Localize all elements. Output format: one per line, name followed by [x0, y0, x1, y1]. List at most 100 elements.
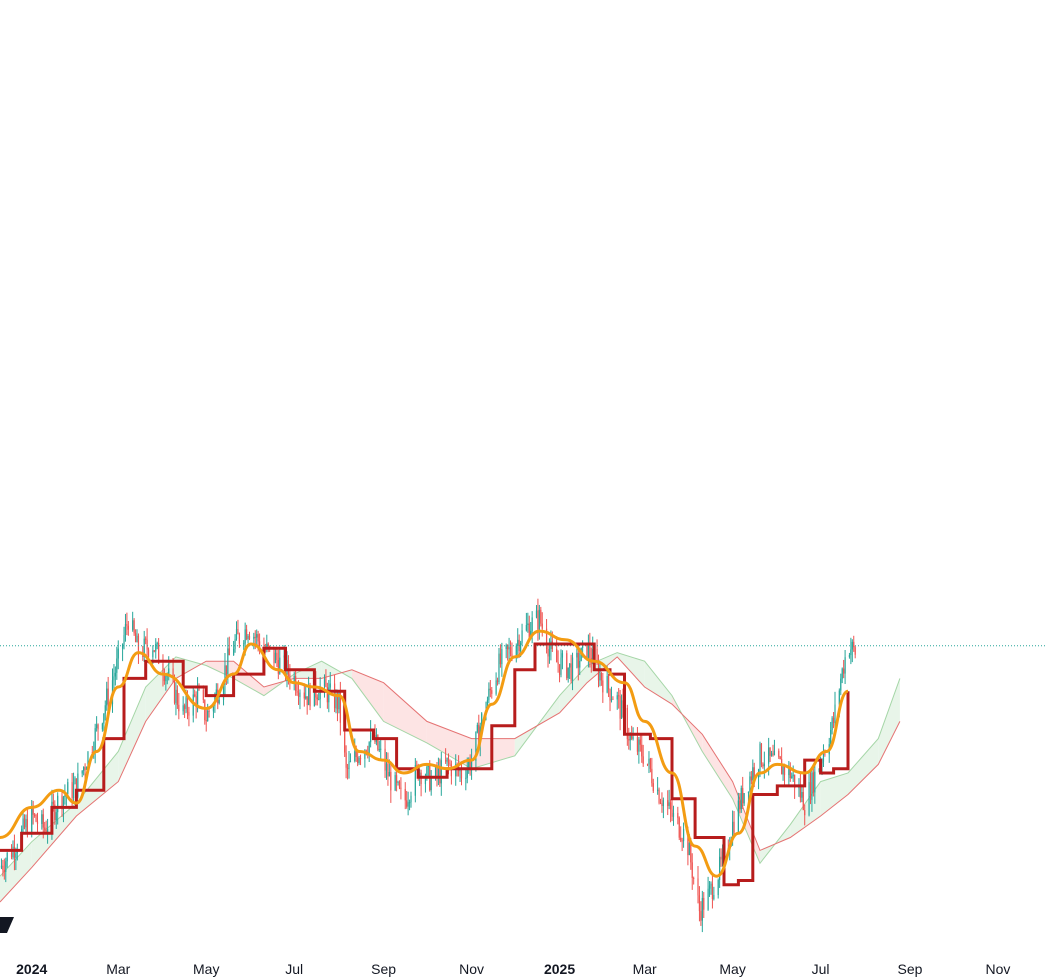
candle-body — [690, 842, 692, 863]
candle-body — [769, 747, 771, 756]
candle-body — [195, 696, 197, 707]
candle-body — [22, 818, 24, 830]
x-tick-label: Mar — [633, 961, 657, 977]
candle-body — [416, 765, 418, 767]
candle-body — [822, 753, 825, 762]
candle-body — [358, 758, 360, 763]
candle-body — [691, 862, 693, 878]
candle-body — [72, 783, 75, 799]
candle-body — [830, 729, 832, 745]
candle-body — [55, 812, 57, 821]
candle-body — [81, 770, 83, 774]
candle-body — [788, 766, 790, 776]
candle-body — [808, 782, 810, 816]
candle-body — [618, 695, 620, 697]
candle-body — [215, 689, 217, 696]
candle-body — [773, 750, 776, 756]
candle-body — [309, 685, 311, 707]
candle-body — [103, 713, 105, 724]
candle-body — [672, 812, 675, 817]
candle-body — [430, 778, 432, 791]
candle-body — [387, 763, 389, 777]
candle-body — [407, 802, 409, 807]
candle-body — [520, 642, 522, 651]
cloud-span-b — [0, 656, 901, 903]
candle-body — [299, 692, 301, 697]
candle-body — [287, 660, 290, 675]
candle-body — [680, 837, 682, 841]
candle-body — [854, 647, 856, 655]
candle-body — [802, 792, 804, 811]
candle-body — [83, 767, 85, 771]
candle-body — [641, 744, 643, 757]
candle-body — [326, 687, 328, 703]
candle-body — [566, 653, 568, 679]
candle-body — [626, 707, 628, 740]
candle-body — [609, 689, 611, 701]
candle-body — [710, 883, 712, 886]
candle-body — [620, 700, 623, 719]
candle-body — [495, 680, 497, 694]
candle-body — [437, 767, 440, 777]
candle-body — [237, 628, 239, 635]
candle-body — [243, 643, 245, 645]
candle-body — [117, 648, 119, 659]
candle-body — [770, 753, 773, 756]
candle-body — [571, 657, 574, 681]
candle-body — [530, 630, 532, 638]
candle-body — [466, 768, 468, 778]
candle-body — [535, 610, 538, 618]
candle-body — [791, 776, 793, 778]
candle-body — [136, 635, 138, 643]
candle-body — [752, 767, 754, 781]
candle-body — [296, 690, 298, 693]
candle-body — [45, 830, 47, 833]
candle-body — [277, 659, 279, 674]
candle-body — [631, 735, 633, 739]
candle-body — [470, 760, 473, 771]
candle-body — [153, 650, 155, 652]
candle-body — [671, 809, 673, 817]
candle-body — [661, 803, 663, 807]
candle-body — [662, 800, 664, 807]
candle-body — [476, 724, 478, 732]
candle-body — [844, 657, 846, 674]
candle-body — [156, 643, 158, 645]
candle-body — [34, 814, 36, 816]
candle-body — [587, 644, 589, 659]
candle-body — [646, 763, 649, 765]
candle-body — [688, 842, 690, 856]
candle-body — [629, 735, 631, 741]
candle-body — [600, 672, 602, 681]
cloud-segment — [118, 687, 146, 782]
candle-body — [840, 678, 842, 691]
candle-body — [733, 821, 735, 833]
candle-body — [106, 688, 108, 706]
candle-body — [62, 797, 65, 810]
watermark-logo — [0, 917, 14, 933]
candle-body — [538, 609, 540, 630]
candle-body — [97, 724, 99, 730]
candle-body — [357, 757, 359, 763]
candle-body — [459, 770, 461, 772]
candle-body — [84, 767, 86, 770]
candle-body — [133, 620, 135, 634]
candle-body — [545, 628, 548, 649]
candle-body — [711, 883, 714, 899]
candle-body — [194, 694, 196, 697]
candle-body — [599, 672, 601, 681]
candle-body — [306, 696, 308, 706]
candle-body — [335, 693, 337, 709]
candle-body — [547, 648, 549, 657]
candle-body — [247, 635, 249, 640]
candle-body — [172, 668, 174, 678]
candle-body — [269, 646, 271, 648]
cloud-segment — [559, 665, 587, 713]
candle-body — [576, 652, 578, 658]
candle-body — [163, 675, 166, 682]
candle-body — [370, 732, 372, 743]
candle-body — [528, 623, 530, 638]
candle-body — [293, 676, 295, 683]
candle-body — [359, 758, 362, 760]
